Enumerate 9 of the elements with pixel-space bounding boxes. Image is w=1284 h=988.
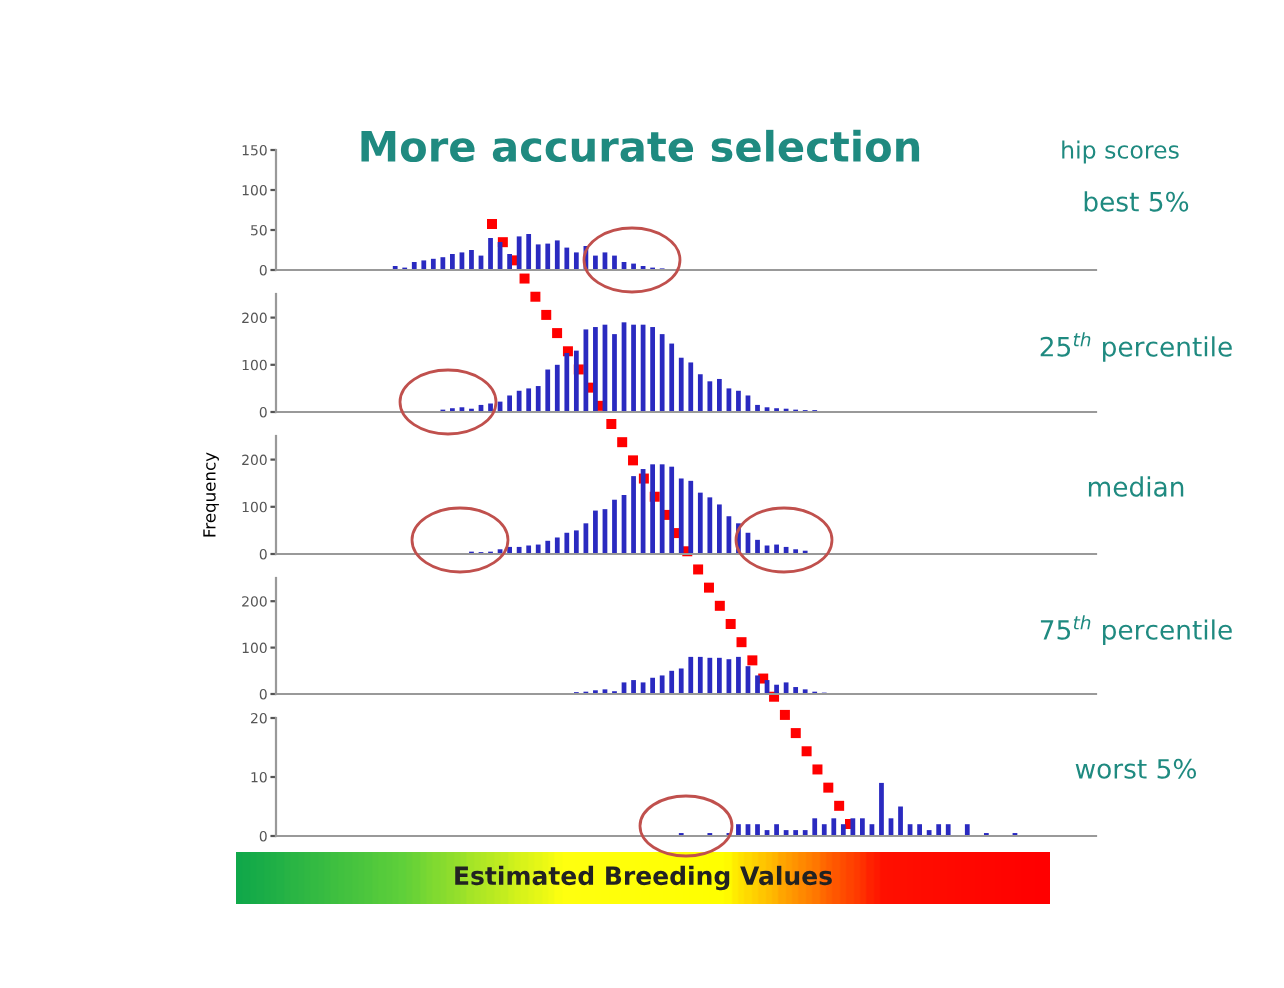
y-axis-title: Frequency [203, 452, 219, 537]
text: best 5% [1084, 191, 1189, 212]
text: worst 5% [1075, 758, 1197, 779]
text: 25$^{th}$ percentile [1040, 332, 1232, 362]
text: median [1088, 476, 1184, 497]
chart-title: More accurate selection [361, 129, 920, 163]
text: 75$^{th}$ percentile [1040, 615, 1232, 645]
annotation: hip scores [1062, 140, 1179, 164]
x-axis-title: Estimated Breeding Values [455, 865, 832, 891]
